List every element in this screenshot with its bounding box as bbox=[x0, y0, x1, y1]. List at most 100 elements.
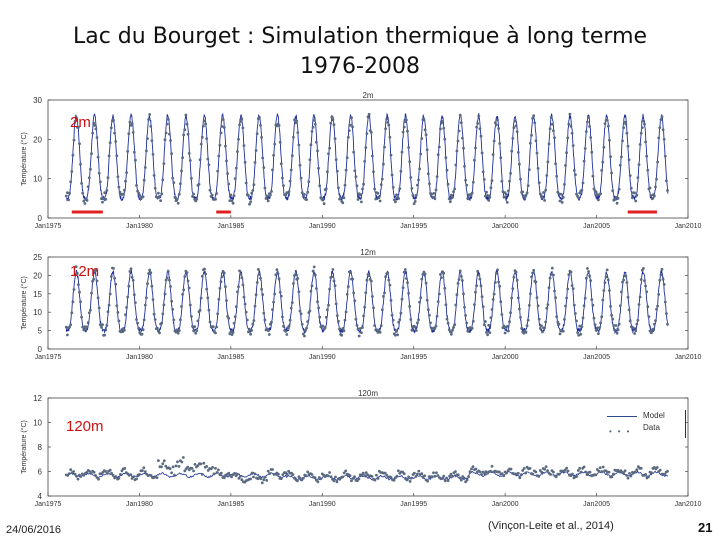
x-tick-label: Jan1995 bbox=[400, 501, 427, 508]
data-point bbox=[417, 318, 420, 322]
data-point bbox=[369, 131, 373, 134]
data-point bbox=[297, 143, 301, 147]
y-tick-label: 25 bbox=[33, 253, 42, 262]
data-point bbox=[205, 287, 209, 291]
data-point bbox=[191, 195, 194, 198]
data-point bbox=[376, 191, 380, 195]
data-point bbox=[421, 273, 425, 276]
data-point bbox=[416, 321, 419, 325]
series-data bbox=[64, 112, 669, 206]
data-point bbox=[655, 307, 658, 311]
data-point bbox=[145, 296, 148, 300]
data-point bbox=[655, 466, 659, 469]
data-point bbox=[258, 116, 261, 119]
data-point bbox=[98, 323, 102, 327]
data-point bbox=[658, 278, 662, 282]
data-point bbox=[271, 468, 274, 471]
data-point bbox=[487, 323, 491, 327]
data-point bbox=[171, 465, 175, 469]
data-point bbox=[383, 291, 386, 295]
data-point bbox=[327, 152, 330, 156]
data-point bbox=[357, 477, 361, 481]
x-tick-label: Jan2005 bbox=[583, 501, 610, 508]
y-tick-label: 8 bbox=[38, 443, 43, 452]
data-point bbox=[637, 163, 641, 166]
data-point bbox=[382, 295, 385, 298]
data-point bbox=[306, 320, 310, 323]
data-point bbox=[135, 184, 138, 187]
data-point bbox=[288, 179, 292, 183]
depth-label-120m: 120m bbox=[66, 418, 104, 435]
data-point bbox=[85, 471, 89, 474]
data-point bbox=[620, 155, 623, 159]
data-point bbox=[145, 149, 148, 153]
data-point bbox=[171, 176, 175, 180]
data-point bbox=[433, 474, 437, 478]
data-point bbox=[212, 472, 216, 476]
data-point bbox=[149, 125, 153, 128]
data-point bbox=[643, 122, 646, 126]
legend-model-label: Model bbox=[643, 411, 665, 420]
data-point bbox=[454, 470, 457, 473]
data-point bbox=[423, 474, 427, 478]
data-point bbox=[475, 125, 478, 129]
data-point bbox=[450, 193, 453, 197]
data-point bbox=[384, 275, 387, 279]
data-point bbox=[414, 329, 418, 332]
y-tick-label: 20 bbox=[33, 135, 42, 144]
data-point bbox=[114, 475, 118, 478]
data-point bbox=[385, 117, 389, 121]
data-point bbox=[333, 284, 337, 288]
data-point bbox=[129, 473, 133, 476]
data-point bbox=[361, 187, 364, 191]
data-point bbox=[552, 470, 555, 474]
series-data bbox=[64, 265, 669, 338]
data-point bbox=[519, 316, 522, 319]
data-point bbox=[281, 176, 284, 180]
data-point bbox=[376, 477, 380, 480]
data-point bbox=[103, 191, 107, 194]
data-point bbox=[107, 154, 111, 158]
data-point bbox=[521, 469, 525, 472]
data-point bbox=[142, 466, 146, 470]
data-point bbox=[545, 306, 549, 310]
data-point bbox=[262, 478, 266, 482]
data-point bbox=[646, 168, 650, 172]
data-point bbox=[466, 329, 470, 333]
data-point bbox=[79, 475, 83, 478]
data-point bbox=[457, 278, 461, 281]
data-point bbox=[86, 321, 90, 325]
data-point bbox=[459, 121, 463, 124]
data-point bbox=[242, 144, 246, 147]
page-number: 21 bbox=[698, 520, 713, 535]
data-point bbox=[465, 478, 469, 482]
data-point bbox=[162, 162, 166, 165]
data-point bbox=[252, 319, 256, 322]
data-point bbox=[484, 194, 487, 198]
data-point bbox=[260, 481, 264, 485]
data-point bbox=[188, 159, 192, 162]
data-point bbox=[395, 193, 398, 197]
data-point bbox=[448, 474, 451, 478]
data-point bbox=[82, 199, 86, 203]
data-point bbox=[203, 119, 206, 123]
data-point bbox=[406, 129, 409, 133]
data-point bbox=[387, 123, 391, 127]
data-point bbox=[662, 137, 666, 141]
data-point bbox=[373, 324, 376, 327]
data-point bbox=[454, 163, 458, 167]
data-point bbox=[248, 202, 251, 206]
data-point bbox=[490, 179, 494, 183]
data-point bbox=[555, 174, 559, 178]
data-point bbox=[456, 139, 460, 143]
data-point bbox=[571, 472, 574, 476]
data-point bbox=[166, 118, 170, 121]
data-point bbox=[224, 285, 227, 289]
data-point bbox=[529, 292, 532, 296]
data-point bbox=[580, 188, 584, 192]
data-point bbox=[183, 128, 187, 132]
data-point bbox=[579, 470, 583, 474]
data-point bbox=[187, 152, 191, 155]
data-point bbox=[610, 475, 614, 479]
data-point bbox=[433, 326, 437, 330]
